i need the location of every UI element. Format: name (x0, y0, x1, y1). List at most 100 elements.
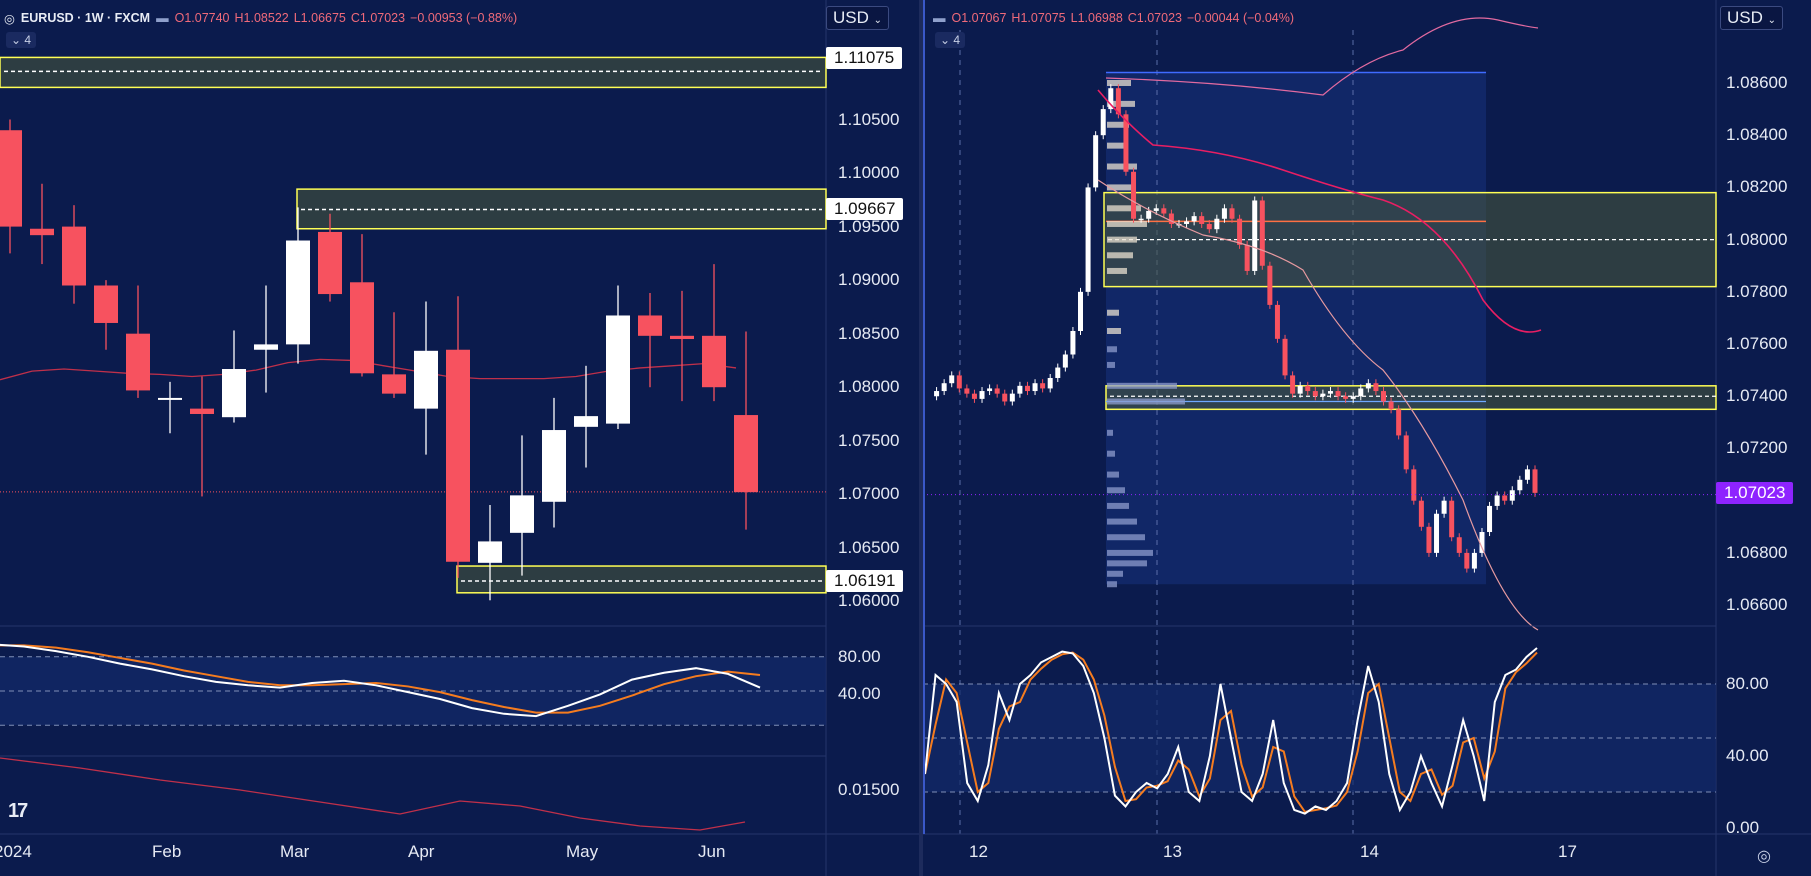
ohlc-change: −0.00953 (−0.88%) (410, 11, 518, 25)
date-tick-label: 2024 (0, 842, 32, 861)
price-tick-label: 1.07000 (838, 484, 900, 504)
candle-body (994, 388, 1000, 394)
candle-body (94, 285, 118, 323)
candle-body (254, 344, 278, 350)
candle-body (1396, 409, 1402, 436)
volume-profile-bar (1107, 570, 1123, 577)
candle-body (971, 393, 977, 399)
candle-body (941, 383, 947, 392)
active-pane-border (923, 0, 925, 834)
candle-body (1168, 213, 1174, 224)
volume-profile-bar (1107, 398, 1185, 405)
candle-body (702, 335, 726, 388)
candle-body (1381, 391, 1386, 402)
eye-toggle-icon[interactable]: ▬ (933, 11, 946, 25)
weekly-chart-svg (0, 0, 919, 876)
ohlc-low: L1.06988 (1070, 11, 1123, 25)
candle-body (286, 240, 310, 345)
candle-body (1070, 331, 1076, 355)
candle-body (1471, 552, 1477, 569)
candle-body (1335, 391, 1341, 397)
price-tick-label: 1.08600 (1726, 72, 1788, 92)
volume-profile-bar (1107, 502, 1129, 509)
candle-body (1138, 218, 1144, 221)
candle-body (1184, 221, 1190, 224)
intraday-chart-pane[interactable]: ▬ O1.07067 H1.07075 L1.06988 C1.07023 −0… (923, 0, 1811, 876)
candle-body (1365, 383, 1371, 389)
candle-body (1509, 490, 1515, 501)
candle-body (158, 397, 182, 400)
candle-body (1199, 216, 1205, 224)
symbol-title[interactable]: EURUSD · 1W · FXCM (20, 11, 151, 25)
osc-tick-label: 0.01500 (838, 780, 900, 799)
lower-band-line (1097, 179, 1539, 631)
session-range-box (1106, 72, 1486, 585)
price-tag: 1.11075 (826, 46, 903, 69)
zone-rect (1105, 385, 1717, 411)
candle-body (350, 282, 374, 374)
candle-body (1305, 385, 1311, 392)
symbol-icon[interactable]: ◎ (4, 11, 15, 26)
indicator-count: 4 (24, 33, 32, 47)
candle-body (1259, 200, 1265, 266)
price-tick-label: 1.09500 (838, 216, 900, 236)
stochastic-d-line (924, 651, 1538, 813)
date-tick-label: Feb (152, 842, 182, 861)
candle-body (1191, 216, 1197, 222)
candle-body (1115, 88, 1121, 115)
chevron-down-icon: ⌄ (940, 33, 951, 47)
price-tick-label: 1.08200 (1726, 177, 1788, 197)
indicators-toggle[interactable]: ⌄ 4 (6, 32, 37, 48)
osc-tick-label: 80.00 (1726, 674, 1769, 693)
eye-toggle-icon[interactable]: ▬ (156, 11, 169, 25)
volume-profile-bar (1107, 100, 1135, 107)
candle-body (30, 228, 54, 236)
moving-average-line (1097, 89, 1542, 333)
candle-body (510, 495, 534, 533)
stochastic-k-line (924, 647, 1538, 815)
volume-profile-bar (1107, 346, 1117, 353)
candle-body (1312, 391, 1318, 397)
candle-body (1449, 500, 1455, 538)
candle-body (1502, 495, 1508, 501)
candle-body (1456, 537, 1462, 553)
price-tick-label: 1.08000 (838, 377, 900, 397)
indicators-toggle[interactable]: ⌄ 4 (935, 32, 966, 48)
weekly-chart-pane[interactable]: ◎ EURUSD · 1W · FXCM ▬ O1.07740 H1.08522… (0, 0, 919, 876)
ohlc-open: O1.07067 (951, 11, 1007, 25)
currency-label: USD (833, 8, 869, 27)
candle-body (1252, 200, 1258, 271)
volume-profile-bar (1107, 163, 1137, 170)
volume-profile-bar (1107, 236, 1137, 243)
intraday-chart-svg (923, 0, 1811, 876)
currency-selector[interactable]: USD ⌄ (826, 6, 890, 30)
pane-divider[interactable] (919, 0, 923, 876)
price-tick-label: 1.07800 (1726, 281, 1788, 301)
candle-body (1434, 513, 1440, 553)
price-tick-label: 1.10500 (838, 109, 900, 129)
currency-selector[interactable]: USD ⌄ (1720, 6, 1784, 30)
volume-profile-bar (1107, 220, 1147, 227)
zone-rect (0, 56, 827, 89)
ohlc-high: H1.07075 (1011, 11, 1066, 25)
candle-body (1093, 135, 1099, 188)
price-tick-label: 1.06500 (838, 537, 900, 557)
candle-body (1032, 383, 1038, 392)
candle-body (1267, 265, 1273, 305)
price-tick-label: 1.07400 (1726, 386, 1788, 406)
price-tick-label: 1.07600 (1726, 334, 1788, 354)
tradingview-logo[interactable]: 17 (8, 800, 28, 822)
candle-body (1297, 385, 1303, 394)
volume-profile-bar (1107, 487, 1125, 494)
candle-body (956, 375, 962, 389)
volume-profile-bar (1107, 328, 1121, 334)
stochastic-k-line (0, 643, 761, 718)
price-tick-label: 1.10000 (838, 163, 900, 183)
price-tick-label: 1.07200 (1726, 438, 1788, 458)
ohlc-close: C1.07023 (350, 11, 406, 25)
settings-icon[interactable]: ◎ (1757, 848, 1771, 865)
date-tick-label: Apr (408, 842, 435, 861)
volume-profile-bar (1107, 79, 1131, 86)
candle-body (126, 333, 150, 391)
ohlc-low: L1.06675 (293, 11, 346, 25)
